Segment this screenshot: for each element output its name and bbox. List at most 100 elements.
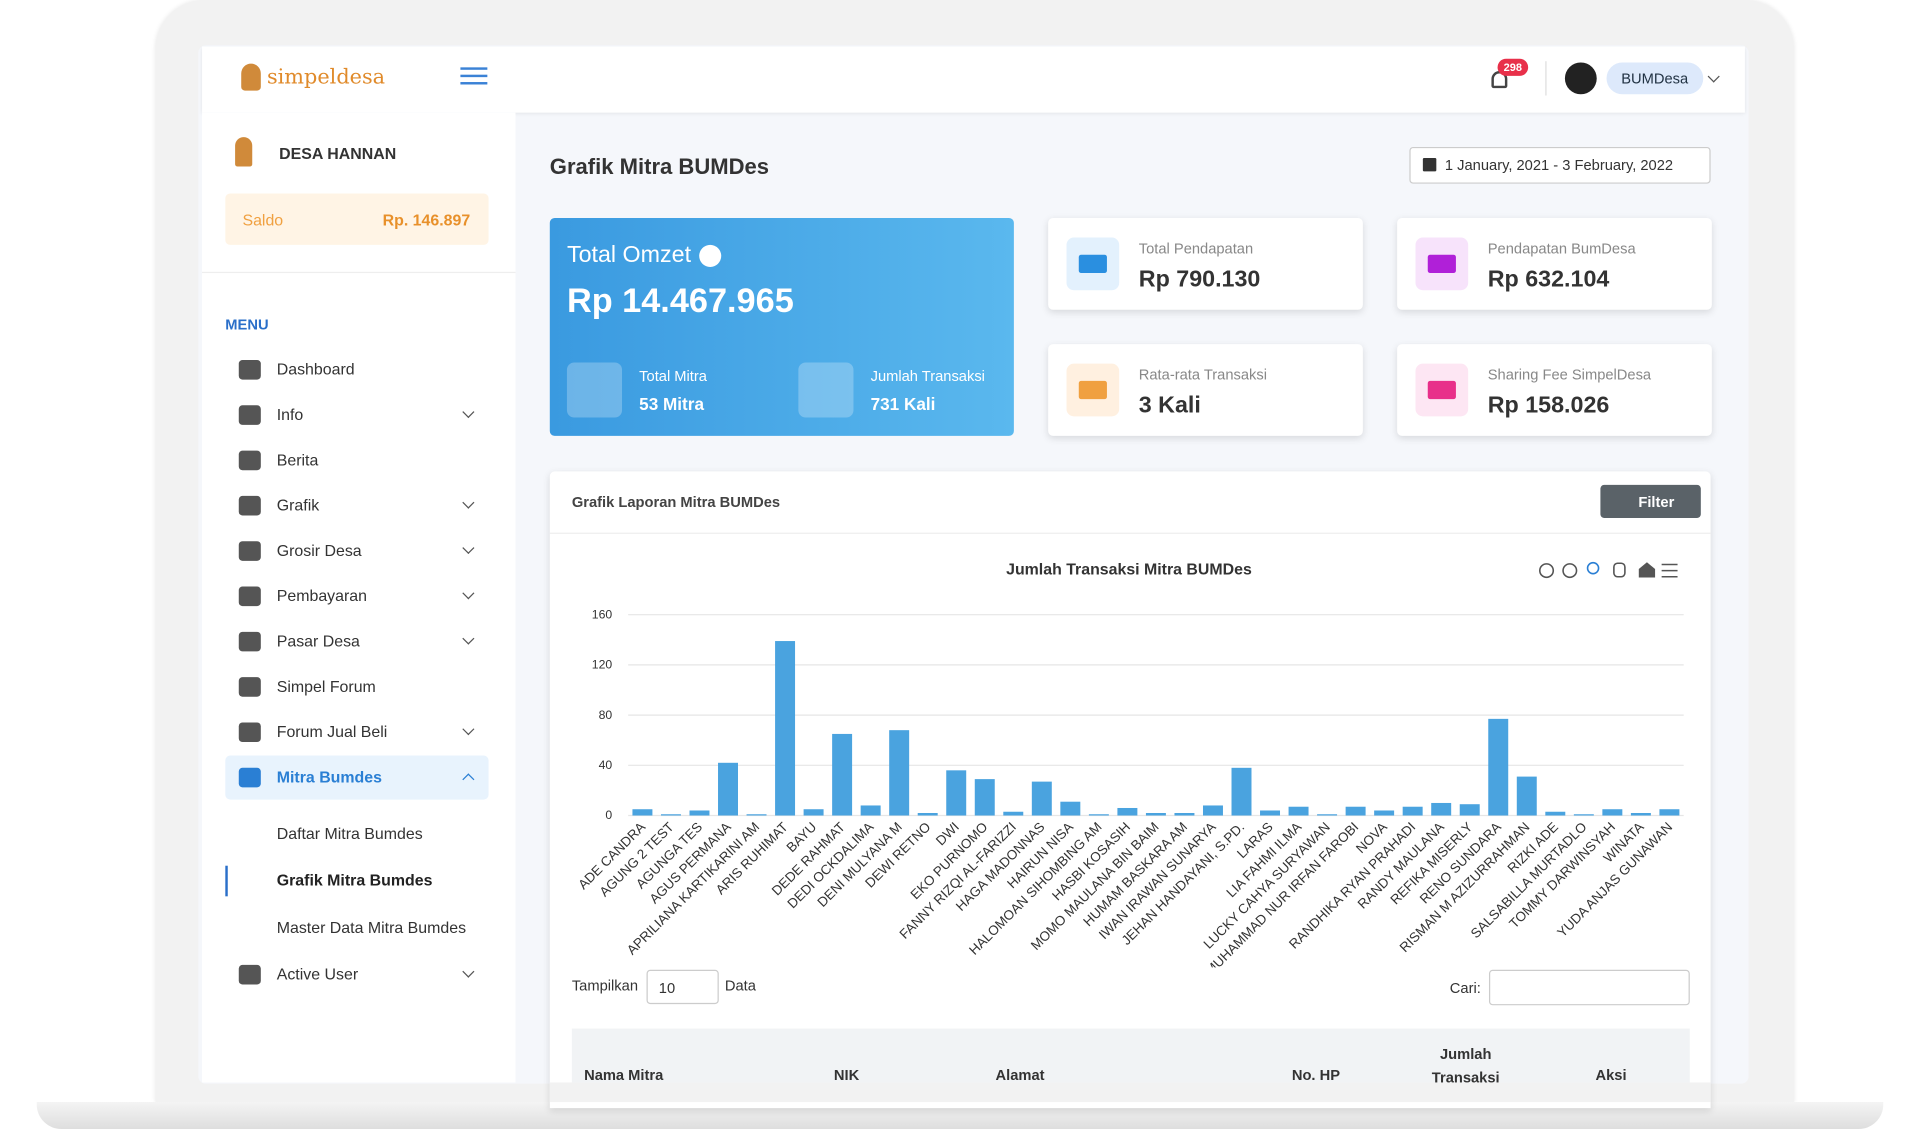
submenu-item: Grafik Mitra Bumdes [276, 870, 433, 889]
panel-title: Grafik Laporan Mitra BUMDes [571, 493, 781, 511]
bar [1003, 811, 1024, 816]
hamburger[interactable] [460, 67, 488, 85]
column-header: NIK [833, 1066, 860, 1084]
bar [660, 814, 681, 816]
stat-label: Total Pendapatan [1138, 240, 1254, 258]
menu-title: MENU [225, 315, 269, 334]
menu-item: Mitra Bumdes [276, 767, 383, 787]
menu-item: Berita [276, 450, 319, 469]
chart-toolbar [1539, 561, 1678, 579]
bar [1459, 804, 1480, 816]
menu-icon [238, 586, 261, 607]
balance-box [225, 193, 489, 245]
bar [1088, 814, 1109, 816]
bar [917, 813, 938, 816]
active-submenu-bar [225, 865, 228, 897]
menu-item: Pembayaran [276, 586, 368, 605]
bar [1031, 781, 1052, 816]
y-tick-label: 160 [592, 607, 613, 621]
bar [632, 809, 653, 816]
menu-item: Simpel Forum [276, 677, 376, 696]
avatar [1564, 62, 1597, 95]
menu-item: Info [276, 405, 304, 424]
submenu-item: Master Data Mitra Bumdes [276, 918, 467, 937]
stat-icon [1427, 380, 1456, 400]
y-tick-label: 120 [592, 658, 613, 672]
menu-item: Grosir Desa [276, 541, 362, 560]
user-button[interactable]: BUMDesa [1606, 62, 1703, 95]
stat-label: Pendapatan BumDesa [1487, 240, 1636, 258]
chart-title: Jumlah Transaksi Mitra BUMDes [1006, 561, 1252, 578]
bar [1488, 718, 1509, 816]
page-size-select[interactable]: 10 [646, 969, 719, 1005]
stat-value: Rp 632.104 [1487, 266, 1610, 293]
bar [1174, 813, 1195, 816]
y-tick-label: 0 [605, 808, 612, 822]
menu-icon [238, 495, 261, 516]
bar [1145, 813, 1166, 816]
mitra-label: Total Mitra [639, 367, 707, 385]
bar [1402, 806, 1423, 816]
logo: simpeldesa [266, 64, 386, 90]
menu-icon [238, 677, 261, 697]
page-size: 10 [658, 979, 676, 997]
stat-value: Rp 158.026 [1487, 393, 1610, 419]
menu-icon [238, 541, 261, 561]
balance-value: Rp. 146.897 [382, 210, 471, 229]
bar [775, 641, 796, 816]
bar [889, 730, 910, 816]
date-range: 1 January, 2021 - 3 February, 2022 [1444, 156, 1674, 174]
bar [1602, 809, 1623, 816]
submenu-item: Daftar Mitra Bumdes [276, 824, 423, 843]
trx-label: Jumlah Transaksi [870, 367, 985, 385]
y-tick-label: 40 [599, 758, 613, 772]
table-header [571, 1028, 1690, 1083]
stat-icon [1078, 254, 1107, 274]
bar [946, 770, 967, 816]
notification-badge: 298 [1497, 58, 1529, 76]
bar [1231, 767, 1252, 816]
sidebar-divider [202, 271, 516, 274]
column-header: Jumlah Transaksi [1431, 1045, 1500, 1087]
bar [1317, 814, 1338, 816]
screen-bottom-mask [549, 1082, 1711, 1103]
menu-item: Forum Jual Beli [276, 722, 388, 741]
logo-icon [241, 63, 261, 91]
menu-item: Pasar Desa [276, 631, 360, 651]
bar [1573, 814, 1594, 816]
column-header: Aksi [1595, 1066, 1627, 1084]
trx-icon [798, 362, 854, 418]
bar [832, 733, 853, 816]
bar [1060, 801, 1081, 816]
balance-label: Saldo [242, 210, 284, 229]
bar [1659, 809, 1680, 816]
mitra-icon [566, 362, 623, 418]
menu-icon [238, 360, 261, 380]
menu-icon [238, 631, 261, 652]
date-picker[interactable]: 1 January, 2021 - 3 February, 2022 [1409, 146, 1711, 184]
filter-label: Filter [1638, 493, 1675, 511]
column-header: Alamat [995, 1066, 1045, 1084]
bar [718, 762, 738, 816]
stat-label: Rata-rata Transaksi [1138, 366, 1268, 384]
bar [1374, 810, 1395, 816]
bar [803, 809, 824, 816]
stat-value: Rp 790.130 [1138, 266, 1261, 293]
search-input[interactable] [1488, 969, 1690, 1006]
bar [689, 810, 710, 816]
info-icon [699, 244, 722, 267]
bar [974, 779, 995, 816]
menu-icon [238, 964, 261, 985]
bar [1545, 811, 1566, 816]
menu-icon [238, 405, 261, 425]
stat-icon [1078, 380, 1107, 400]
filter-button[interactable]: Filter [1600, 484, 1701, 518]
menu-icon [238, 767, 261, 788]
divider [1545, 61, 1547, 96]
active-menu-bg [225, 755, 489, 800]
stat-label: Sharing Fee SimpelDesa [1487, 366, 1652, 384]
menu-item: Dashboard [276, 360, 355, 379]
show-suffix: Data [724, 977, 756, 995]
